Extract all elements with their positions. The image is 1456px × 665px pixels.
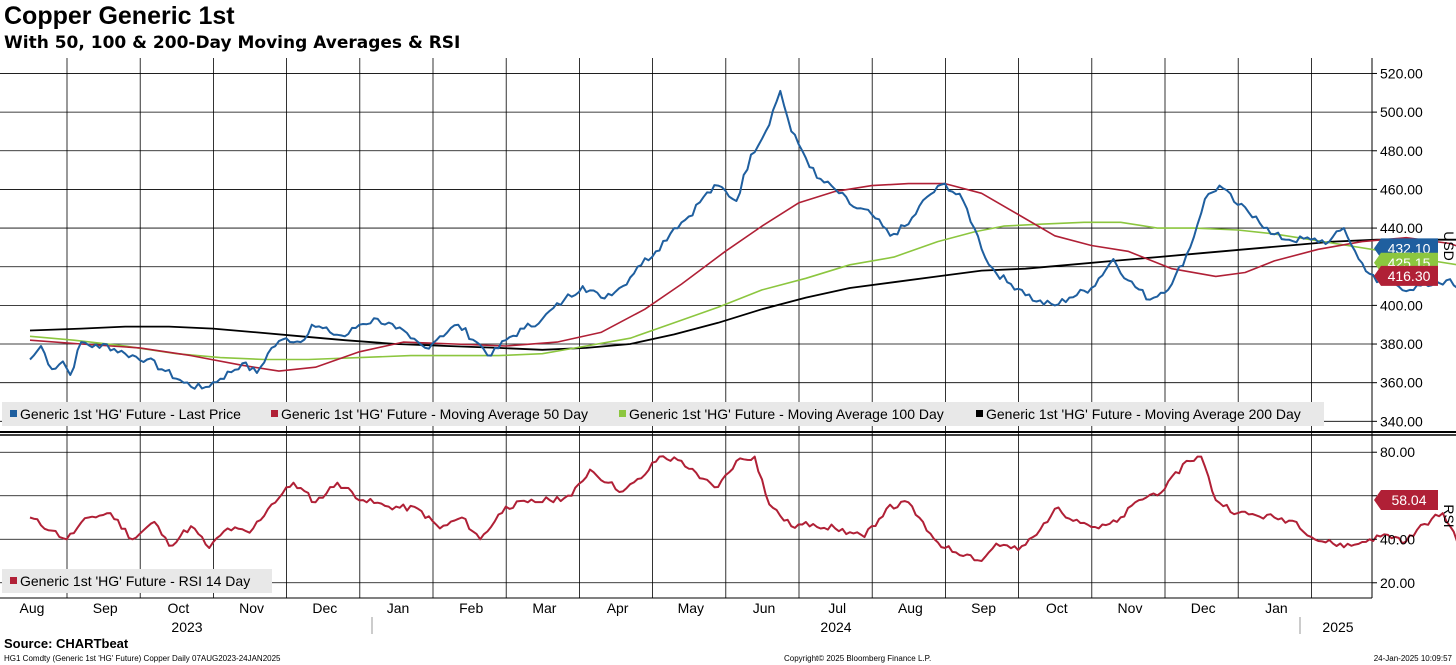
rsi-badge-text: 58.04 bbox=[1391, 492, 1426, 508]
month-label: Nov bbox=[239, 600, 264, 616]
month-label: Dec bbox=[312, 600, 337, 616]
month-label: Mar bbox=[532, 600, 556, 616]
rsi-line bbox=[29, 455, 1456, 562]
legend-layer: Generic 1st 'HG' Future - Last Price Gene… bbox=[2, 402, 1324, 593]
rsi-axis-unit: RSI bbox=[1441, 504, 1456, 527]
month-label: Sep bbox=[971, 600, 996, 616]
year-label: 2025 bbox=[1322, 619, 1353, 635]
month-label: Sep bbox=[93, 600, 118, 616]
legend-swatch bbox=[619, 410, 626, 417]
price-tick-label: 460.00 bbox=[1380, 181, 1423, 197]
price-axis-unit: USD bbox=[1441, 231, 1456, 261]
last-price-line bbox=[29, 89, 1456, 390]
price-tick-label: 480.00 bbox=[1380, 143, 1423, 159]
chart-title: Copper Generic 1st bbox=[4, 2, 235, 30]
ma50-line bbox=[29, 182, 1456, 372]
ma50-badge-shape bbox=[1374, 265, 1438, 286]
legend-label: Generic 1st 'HG' Future - RSI 14 Day bbox=[20, 573, 250, 589]
chart-subtitle: With 50, 100 & 200-Day Moving Averages &… bbox=[4, 33, 461, 53]
legend-swatch bbox=[10, 577, 17, 584]
rsi-badge: 58.04 bbox=[1374, 490, 1438, 511]
month-label: Nov bbox=[1118, 600, 1143, 616]
ma50-badge-text: 416.30 bbox=[1388, 268, 1431, 284]
ma200-line bbox=[29, 238, 1456, 351]
rsi-tick-label: 40.00 bbox=[1380, 531, 1415, 547]
rsi-tick-label: 80.00 bbox=[1380, 444, 1415, 460]
month-label: Feb bbox=[459, 600, 483, 616]
price-tick-label: 340.00 bbox=[1380, 413, 1423, 429]
price-tick-label: 360.00 bbox=[1380, 375, 1423, 391]
month-label: Jun bbox=[753, 600, 776, 616]
footer-timestamp: 24-Jan-2025 10:09:57 bbox=[1373, 654, 1452, 663]
footer-security-description: HG1 Comdty (Generic 1st 'HG' Future) Cop… bbox=[4, 654, 281, 663]
axis-layer: 520.00500.00480.00460.00440.00420.00400.… bbox=[20, 65, 1456, 635]
series-layer bbox=[29, 89, 1456, 562]
price-tick-label: 520.00 bbox=[1380, 65, 1423, 81]
month-label: Jul bbox=[828, 600, 846, 616]
ma50-badge: 416.30 bbox=[1374, 265, 1438, 286]
month-label: Oct bbox=[1046, 600, 1068, 616]
legend-swatch bbox=[10, 410, 17, 417]
ma100-line bbox=[29, 221, 1456, 361]
footer-copyright: Copyright© 2025 Bloomberg Finance L.P. bbox=[784, 654, 932, 663]
grid-layer bbox=[0, 58, 1456, 599]
month-label: Jan bbox=[387, 600, 410, 616]
legend-label: Generic 1st 'HG' Future - Moving Average… bbox=[986, 406, 1301, 422]
rsi-legend-box bbox=[2, 569, 272, 593]
price-tick-label: 440.00 bbox=[1380, 220, 1423, 236]
month-label: Aug bbox=[898, 600, 923, 616]
month-label: Aug bbox=[20, 600, 45, 616]
month-label: May bbox=[678, 600, 704, 616]
legend-label: Generic 1st 'HG' Future - Moving Average… bbox=[629, 406, 944, 422]
source-note: Source: CHARTbeat bbox=[4, 636, 129, 651]
price-tick-label: 380.00 bbox=[1380, 336, 1423, 352]
legend-label: Generic 1st 'HG' Future - Moving Average… bbox=[281, 406, 588, 422]
last-price-badge-text: 432.10 bbox=[1388, 240, 1431, 256]
month-label: Apr bbox=[607, 600, 629, 616]
rsi-tick-label: 20.00 bbox=[1380, 575, 1415, 591]
month-label: Jan bbox=[1265, 600, 1288, 616]
rsi-badge-shape bbox=[1374, 490, 1438, 511]
year-label: 2023 bbox=[171, 619, 202, 635]
year-label: 2024 bbox=[820, 619, 851, 635]
price-tick-label: 400.00 bbox=[1380, 297, 1423, 313]
price-tick-label: 500.00 bbox=[1380, 104, 1423, 120]
legend-swatch bbox=[976, 410, 983, 417]
legend-label: Generic 1st 'HG' Future - Last Price bbox=[20, 406, 241, 422]
price-legend-box bbox=[2, 402, 1324, 426]
month-label: Dec bbox=[1191, 600, 1216, 616]
month-label: Oct bbox=[168, 600, 190, 616]
legend-swatch bbox=[271, 410, 278, 417]
